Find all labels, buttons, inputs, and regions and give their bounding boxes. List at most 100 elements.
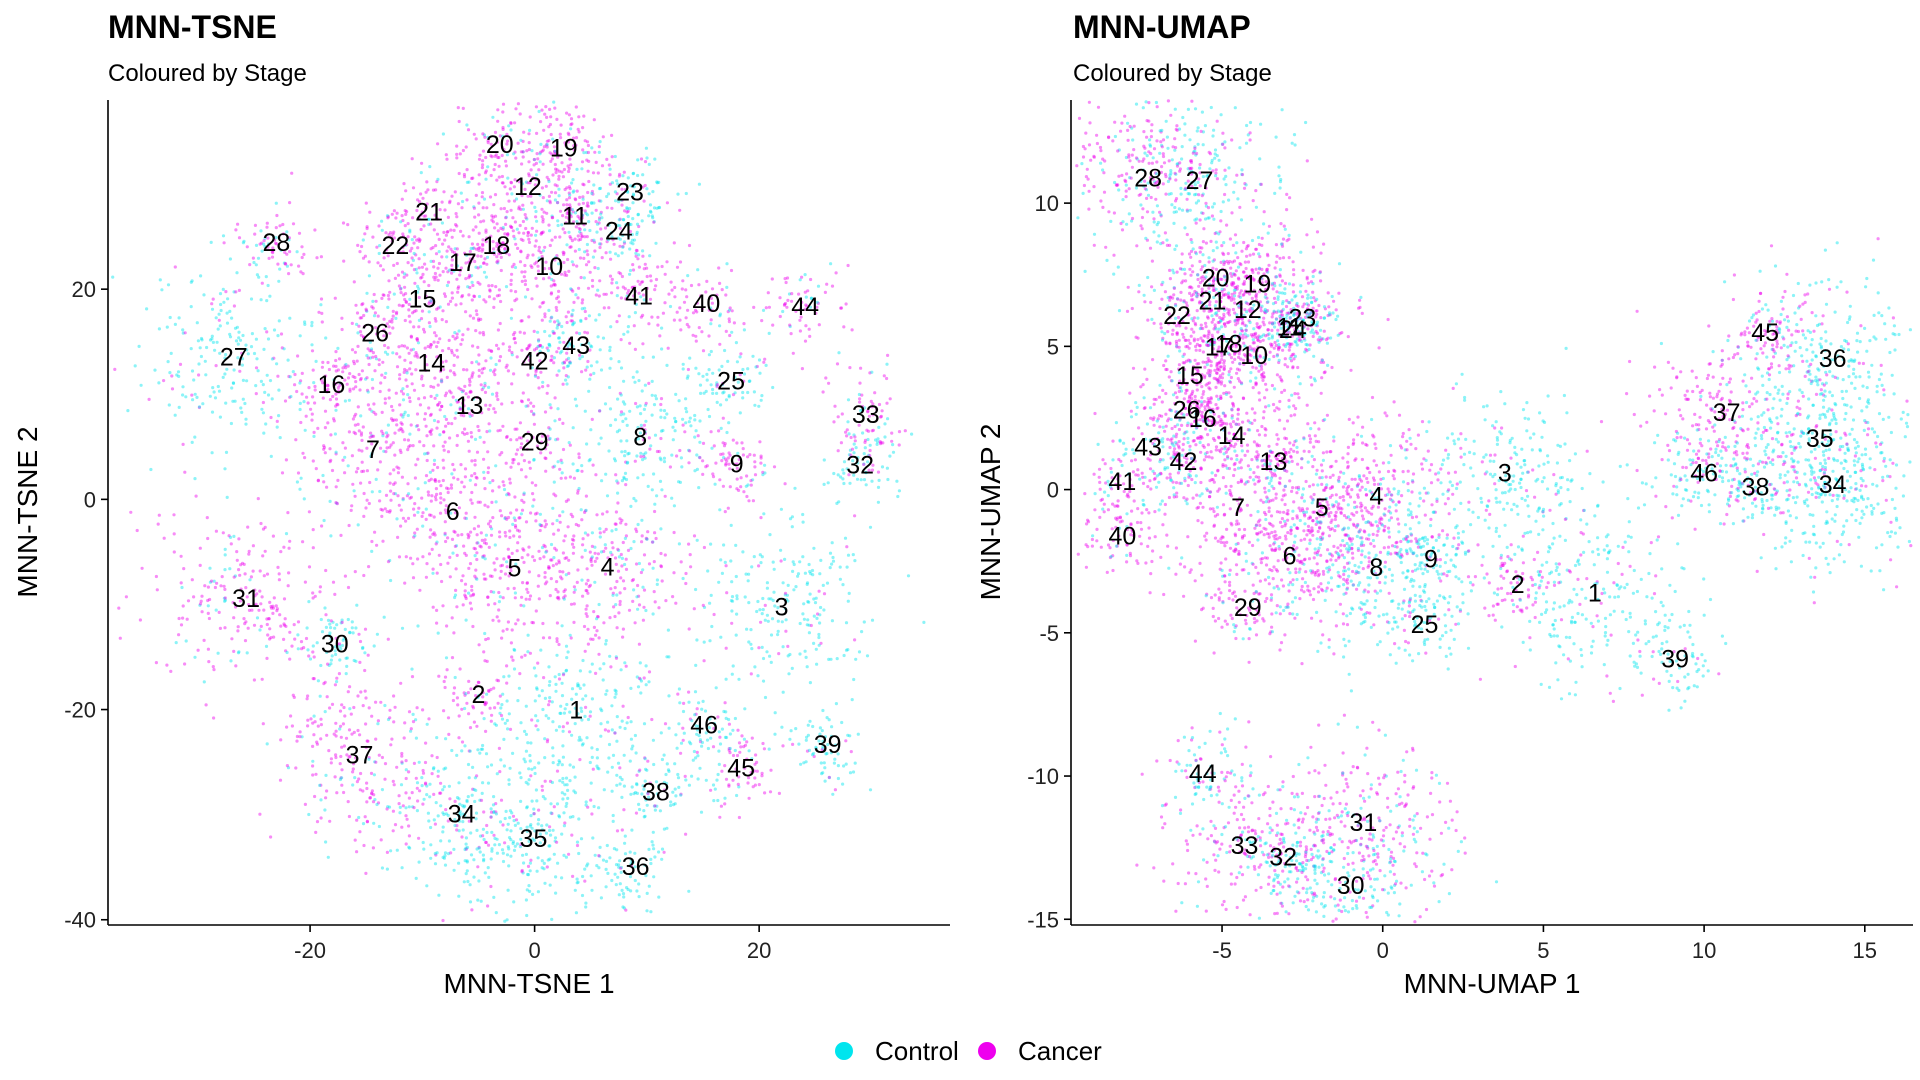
cell-point (441, 242, 445, 246)
cell-point (225, 495, 229, 499)
cell-point (671, 425, 675, 429)
cell-point (509, 282, 513, 286)
cell-point (501, 859, 506, 864)
cell-point (749, 483, 753, 487)
cell-point (190, 369, 195, 373)
cell-point (399, 524, 403, 528)
cell-point (555, 254, 559, 258)
cell-point (480, 411, 484, 415)
cell-point (498, 453, 502, 457)
cell-point (300, 647, 304, 651)
cell-point (500, 174, 504, 179)
cell-point (269, 415, 273, 420)
cell-point (229, 421, 233, 426)
cell-point (891, 450, 896, 454)
cell-point (886, 417, 890, 421)
cell-point (536, 269, 541, 273)
cell-point (548, 229, 552, 233)
cell-point (435, 345, 439, 349)
cell-point (408, 432, 412, 436)
cell-point (241, 378, 245, 382)
cell-point (382, 449, 386, 453)
cell-point (861, 431, 865, 435)
cell-point (597, 199, 601, 203)
cell-point (588, 270, 592, 274)
cell-point (524, 704, 528, 708)
cell-point (570, 542, 575, 546)
cell-point (608, 250, 612, 254)
cell-point (466, 285, 470, 289)
cell-point (598, 667, 602, 671)
cell-point (192, 378, 196, 382)
cell-point (523, 270, 527, 274)
cell-point (421, 383, 425, 388)
cell-point (256, 256, 261, 260)
cell-point (219, 308, 223, 313)
cell-point (741, 550, 745, 554)
cell-point (537, 597, 541, 601)
cell-point (636, 607, 640, 611)
cell-point (618, 217, 622, 221)
cell-point (584, 508, 588, 512)
cell-point (621, 245, 625, 249)
cell-point (261, 411, 265, 415)
cell-point (506, 727, 510, 731)
cell-point (318, 585, 322, 589)
cell-point (395, 465, 399, 469)
cell-point (570, 208, 575, 212)
cell-point (174, 641, 178, 645)
cell-point (588, 710, 593, 714)
cell-point (224, 450, 229, 454)
cell-point (489, 173, 493, 178)
cell-point (610, 133, 614, 137)
cell-point (399, 220, 403, 224)
cell-point (440, 579, 444, 584)
cell-point (526, 194, 530, 198)
cell-point (634, 438, 638, 442)
cell-point (534, 788, 539, 792)
cell-point (588, 228, 592, 233)
cell-point (482, 197, 487, 201)
cell-point (457, 171, 461, 176)
cell-point (228, 335, 233, 339)
cell-point (269, 454, 273, 458)
cell-point (528, 759, 532, 763)
cell-point (846, 420, 850, 424)
cell-point (592, 804, 596, 809)
cell-point (436, 403, 440, 407)
cell-point (264, 275, 268, 279)
cell-point (590, 211, 594, 215)
cell-point (215, 340, 219, 344)
cell-point (477, 428, 481, 433)
cell-point (553, 546, 557, 551)
cell-point (521, 150, 525, 154)
cell-point (586, 717, 591, 722)
cell-point (389, 743, 393, 747)
cell-point (389, 498, 393, 502)
cell-point (727, 421, 731, 425)
cell-point (650, 413, 654, 417)
cell-point (444, 320, 448, 324)
cell-point (391, 326, 395, 330)
cell-point (348, 707, 352, 711)
cell-point (579, 218, 583, 222)
cell-point (443, 531, 447, 536)
cell-point (337, 390, 341, 394)
cell-point (407, 492, 411, 496)
cell-point (447, 338, 451, 342)
cell-point (895, 479, 899, 483)
cell-point (819, 558, 823, 563)
cell-point (358, 378, 363, 382)
cell-point (312, 430, 316, 434)
cell-point (805, 623, 809, 627)
cell-point (550, 238, 554, 242)
cell-point (412, 325, 416, 329)
cell-point (499, 798, 504, 802)
cell-point (545, 139, 549, 143)
cell-point (610, 235, 614, 239)
cell-point (449, 483, 453, 487)
cell-point (470, 490, 474, 495)
cell-point (577, 486, 581, 491)
cell-point (415, 809, 419, 813)
cell-point (359, 433, 363, 437)
